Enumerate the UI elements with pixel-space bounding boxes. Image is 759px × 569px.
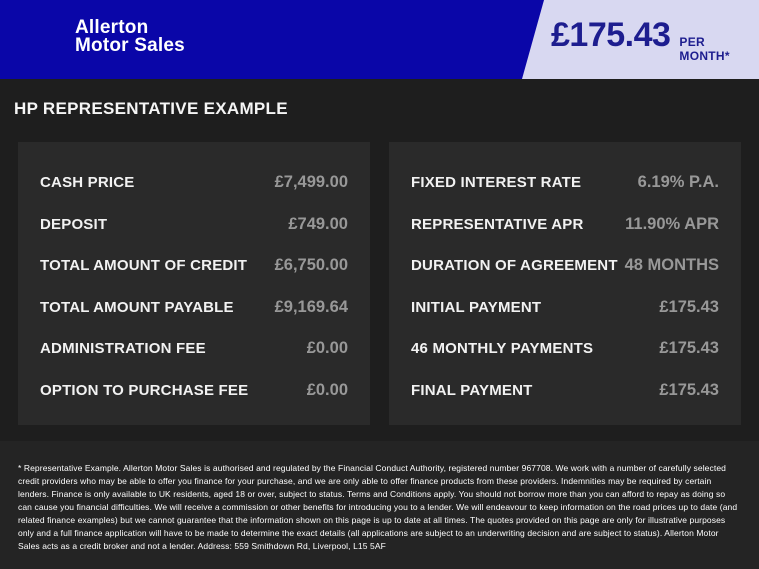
finance-row-label: DURATION OF AGREEMENT — [411, 257, 618, 275]
finance-row-label: TOTAL AMOUNT OF CREDIT — [40, 257, 248, 275]
finance-panels: CASH PRICE £7,499.00 DEPOSIT £749.00 TOTAL A… — [18, 142, 741, 425]
monthly-price: £175.43 PER MONTH* — [551, 16, 759, 63]
finance-row-value: £175.43 — [659, 380, 719, 399]
finance-row-label: FINAL PAYMENT — [411, 381, 533, 399]
finance-example-section: HP REPRESENTATIVE EXAMPLE CASH PRICE £7,4… — [0, 79, 759, 425]
finance-row: INITIAL PAYMENT £175.43 — [411, 287, 719, 328]
finance-row: ADMINISTRATION FEE £0.00 — [40, 328, 348, 369]
finance-row-label: REPRESENTATIVE APR — [411, 215, 584, 233]
finance-row-value: £749.00 — [288, 214, 348, 233]
finance-row-label: DEPOSIT — [40, 215, 108, 233]
monthly-price-ribbon: £175.43 PER MONTH* — [522, 0, 759, 79]
finance-row-label: 46 MONTHLY PAYMENTS — [411, 340, 594, 358]
finance-row: DURATION OF AGREEMENT 48 MONTHS — [411, 245, 719, 286]
finance-row: OPTION TO PURCHASE FEE £0.00 — [40, 370, 348, 411]
finance-row: DEPOSIT £749.00 — [40, 204, 348, 245]
finance-panel-left: CASH PRICE £7,499.00 DEPOSIT £749.00 TOTAL A… — [18, 142, 370, 425]
finance-panel-right: FIXED INTEREST RATE 6.19% P.A. REPRESENTAT… — [389, 142, 741, 425]
dealer-logo-line1: Allerton — [75, 17, 149, 38]
header: Allerton Motor Sales £175.43 PER MONTH* — [0, 0, 759, 79]
finance-row-value: 6.19% P.A. — [637, 173, 719, 191]
finance-row-value: £6,750.00 — [274, 256, 348, 275]
finance-row-value: 11.90% APR — [625, 214, 719, 233]
finance-row: 46 MONTHLY PAYMENTS £175.43 — [411, 328, 719, 369]
finance-row: CASH PRICE £7,499.00 — [40, 162, 348, 203]
dealer-logo: Allerton Motor Sales — [75, 17, 185, 56]
disclaimer-text: * Representative Example. Allerton Motor… — [18, 463, 738, 551]
finance-row: TOTAL AMOUNT OF CREDIT £6,750.00 — [40, 245, 348, 286]
finance-row-value: £0.00 — [306, 339, 348, 358]
finance-row: REPRESENTATIVE APR 11.90% APR — [411, 204, 719, 245]
finance-row-value: £175.43 — [659, 339, 719, 358]
finance-row-label: TOTAL AMOUNT PAYABLE — [40, 298, 234, 316]
finance-row-label: CASH PRICE — [40, 174, 135, 191]
finance-row-label: ADMINISTRATION FEE — [40, 340, 206, 358]
finance-row: FIXED INTEREST RATE 6.19% P.A. — [411, 162, 719, 203]
section-title: HP REPRESENTATIVE EXAMPLE — [14, 99, 288, 118]
finance-row: TOTAL AMOUNT PAYABLE £9,169.64 — [40, 287, 348, 328]
finance-row-label: OPTION TO PURCHASE FEE — [40, 381, 249, 399]
finance-row-value: £175.43 — [659, 297, 719, 316]
finance-row-value: £9,169.64 — [274, 297, 348, 316]
finance-row-value: 48 MONTHS — [624, 256, 719, 275]
finance-row-label: INITIAL PAYMENT — [411, 298, 542, 316]
finance-row-label: FIXED INTEREST RATE — [411, 174, 582, 191]
dealer-logo-line2: Motor Sales — [75, 35, 185, 56]
finance-row: FINAL PAYMENT £175.43 — [411, 370, 719, 411]
footer: * Representative Example. Allerton Motor… — [0, 441, 759, 569]
monthly-price-suffix: PER MONTH* — [679, 35, 730, 63]
monthly-price-amount: £175.43 — [551, 16, 671, 54]
finance-row-value: £0.00 — [306, 380, 348, 399]
finance-row-value: £7,499.00 — [274, 173, 348, 191]
